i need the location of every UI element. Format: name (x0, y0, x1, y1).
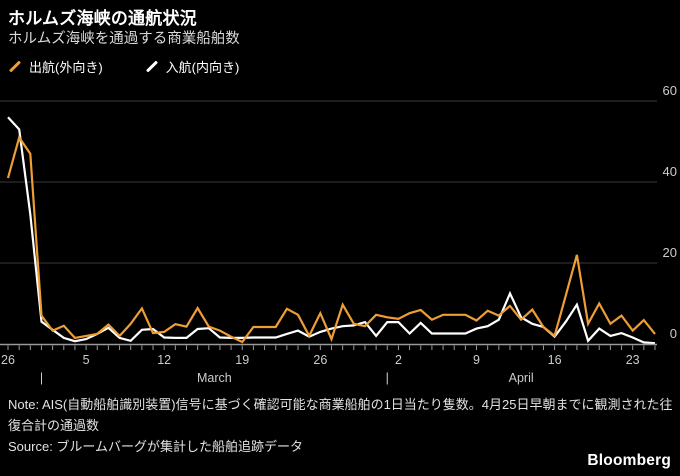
legend-item-outbound: 出航(外向き) (8, 57, 103, 76)
y-tick-label-0: 0 (670, 326, 677, 341)
inbound-line (7, 116, 656, 345)
x-tick-label-9: 9 (473, 353, 480, 367)
source-line: Source: ブルームバーグが集計した船舶追跡データ (8, 439, 304, 454)
x-tick-label-16: 16 (548, 353, 562, 367)
x-tick-label-19: 19 (235, 353, 249, 367)
x-tick-label-26: 26 (313, 353, 327, 367)
x-tick-label-2: 2 (395, 353, 402, 367)
x-tick-label-12: 12 (157, 353, 171, 367)
x-tick-label-26: 26 (1, 353, 15, 367)
x-tick-label-5: 5 (83, 353, 90, 367)
y-tick-label-60: 60 (663, 83, 677, 98)
x-tick-label-23: 23 (626, 353, 640, 367)
month-label-april: April (509, 371, 534, 385)
legend-label-outbound: 出航(外向き) (29, 60, 103, 75)
month-label-march: March (197, 371, 232, 385)
legend: 出航(外向き) 入航(内向き) (8, 57, 281, 76)
page-title: ホルムズ海峡の通航状況 (8, 9, 197, 28)
bloomberg-logo: Bloomberg (587, 452, 671, 469)
legend-item-inbound: 入航(内向き) (145, 57, 240, 76)
month-separator: | (386, 371, 389, 385)
month-separator: | (40, 371, 43, 385)
y-tick-label-40: 40 (663, 164, 677, 179)
legend-label-inbound: 入航(内向き) (165, 60, 240, 75)
y-tick-label-20: 20 (663, 245, 677, 260)
chart-subtitle: ホルムズ海峡を通過する商業船舶数 (8, 31, 240, 47)
outbound-line (6, 134, 656, 344)
footnote: Note: AIS(自動船舶識別装置)信号に基づく確認可能な商業船舶の1日当たり… (8, 397, 673, 433)
